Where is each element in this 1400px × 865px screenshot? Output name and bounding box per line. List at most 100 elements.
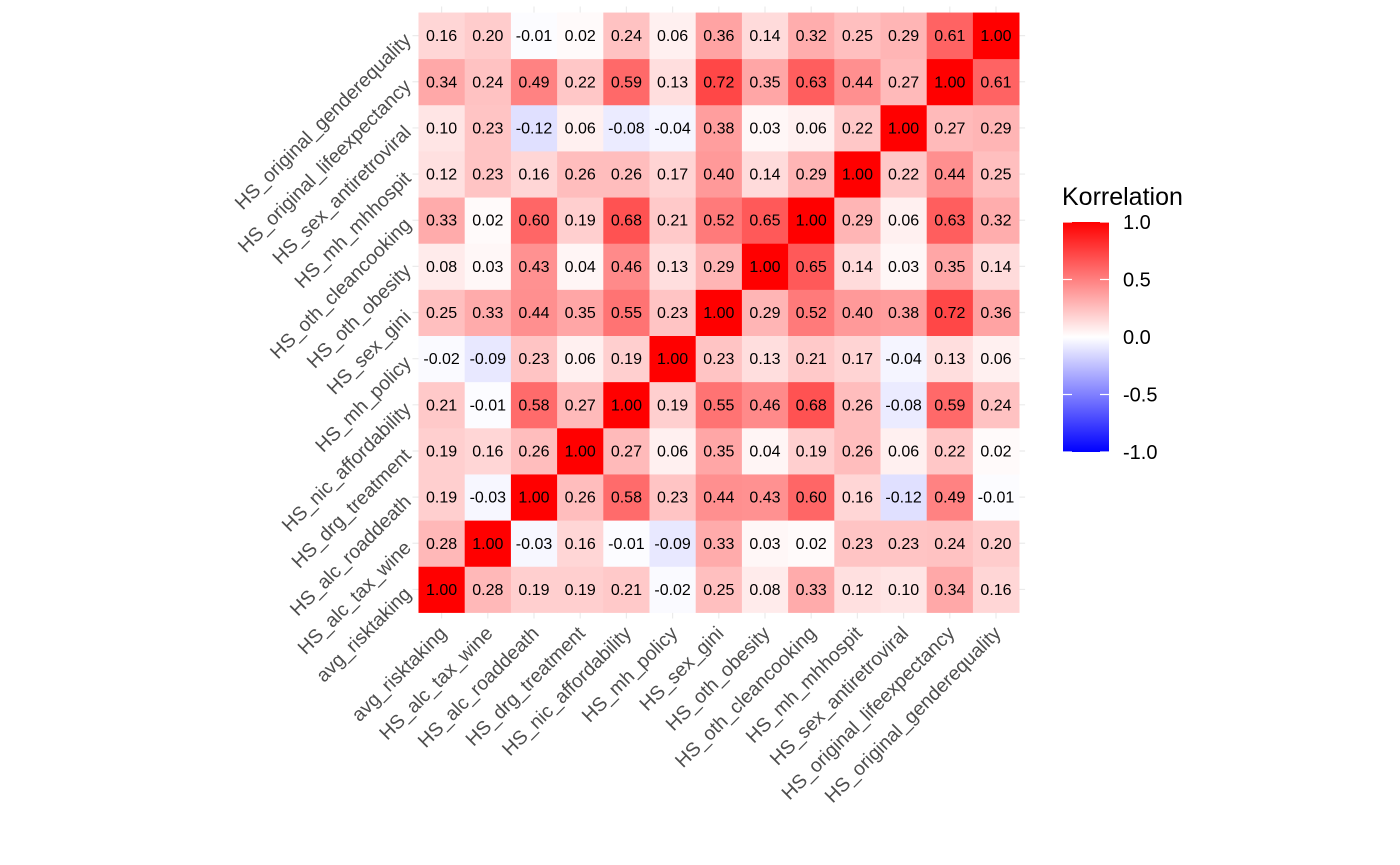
heatmap-cell-HS_original_lifeexpectancy-HS_mh_policy	[926, 335, 974, 383]
heatmap-cell-HS_oth_obesity-HS_oth_obesity	[741, 243, 789, 290]
cell-value-label: 0.17	[657, 167, 688, 184]
heatmap-cell-HS_alc_tax_wine-HS_sex_gini	[464, 289, 512, 336]
heatmap-cell-HS_original_genderequality-HS_mh_mhhospit	[972, 151, 1020, 198]
cell-value-label: 0.13	[934, 351, 965, 368]
heatmap-cell-HS_sex_antiretroviral-HS_oth_obesity	[880, 243, 928, 290]
cell-value-label: 0.27	[565, 397, 596, 414]
cell-value-label: -0.12	[885, 490, 922, 507]
cell-value-label: 0.06	[565, 351, 596, 368]
heatmap-cell-HS_original_lifeexpectancy-HS_original_genderequality	[926, 12, 974, 60]
cell-value-label: 0.46	[611, 259, 642, 276]
cell-value-labels: 1.00 0.28 0.19 0.19 0.21 -0.02 0.25 0.08 0.33 0.1…	[423, 28, 1014, 599]
cell-value-label: 0.21	[657, 213, 688, 230]
heatmap-cell-HS_alc_tax_wine-HS_drg_treatment	[464, 427, 512, 475]
heatmap-cell-HS_original_lifeexpectancy-HS_oth_obesity	[926, 243, 974, 290]
cell-value-label: 0.03	[749, 536, 780, 553]
cell-value-label: 0.21	[796, 351, 827, 368]
y-axis-tick-labels: avg_risktakingHS_alc_tax_wineHS_alc_road…	[231, 29, 416, 687]
cell-value-label: 0.29	[980, 120, 1011, 137]
heatmap-cell-HS_mh_policy-HS_oth_obesity	[649, 243, 697, 290]
heatmap-cell-HS_mh_policy-HS_sex_antiretroviral	[649, 104, 697, 152]
heatmap-cell-HS_drg_treatment-HS_oth_cleancooking	[557, 197, 604, 244]
cell-value-label: 0.58	[518, 397, 549, 414]
heatmap-cell-HS_oth_obesity-HS_sex_antiretroviral	[741, 104, 789, 152]
cell-value-label: 1.00	[518, 490, 549, 507]
cell-value-label: 1.00	[565, 443, 596, 460]
heatmap-cell-HS_drg_treatment-HS_nic_affordability	[557, 381, 604, 429]
heatmap-cell-HS_nic_affordability-HS_alc_roaddeath	[603, 474, 650, 521]
color-legend: Korrelation 1.0 0.5 0.0 -0.5 -1.0	[1062, 183, 1183, 464]
cell-value-label: -0.02	[423, 351, 460, 368]
heatmap-cell-HS_nic_affordability-HS_drg_treatment	[603, 427, 650, 475]
heatmap-cell-HS_oth_obesity-HS_sex_gini	[741, 289, 789, 336]
heatmap-cell-HS_oth_obesity-avg_risktaking	[741, 566, 789, 613]
heatmap-cell-HS_nic_affordability-HS_mh_policy	[603, 335, 650, 383]
heatmap-cell-HS_drg_treatment-HS_mh_mhhospit	[557, 151, 604, 198]
heatmap-cell-HS_original_lifeexpectancy-avg_risktaking	[926, 566, 974, 613]
cell-value-label: 0.44	[703, 490, 734, 507]
heatmap-cell-HS_alc_tax_wine-HS_original_lifeexpectancy	[464, 58, 512, 106]
cell-value-label: 0.03	[749, 120, 780, 137]
cell-value-label: -0.08	[885, 397, 922, 414]
cell-value-label: 0.19	[426, 490, 457, 507]
heatmap-cell-HS_drg_treatment-HS_drg_treatment	[557, 427, 604, 475]
heatmap-cell-HS_sex_antiretroviral-avg_risktaking	[880, 566, 928, 613]
heatmap-cell-HS_original_lifeexpectancy-HS_oth_cleancooking	[926, 197, 974, 244]
heatmap-cell-HS_mh_mhhospit-HS_oth_obesity	[834, 243, 881, 290]
heatmap-cell-avg_risktaking-HS_sex_gini	[418, 289, 466, 336]
heatmap-cell-avg_risktaking-HS_oth_cleancooking	[418, 197, 466, 244]
heatmap-cell-HS_nic_affordability-HS_alc_tax_wine	[603, 520, 650, 567]
cell-value-label: -0.12	[516, 120, 553, 137]
heatmap-cell-HS_oth_cleancooking-HS_drg_treatment	[788, 427, 835, 475]
cell-value-label: 0.23	[657, 305, 688, 322]
cell-value-label: 1.00	[934, 74, 965, 91]
cell-value-label: 0.16	[980, 582, 1011, 599]
heatmap-cell-HS_sex_antiretroviral-HS_drg_treatment	[880, 427, 928, 475]
heatmap-cell-avg_risktaking-HS_alc_roaddeath	[418, 474, 466, 521]
heatmap-cell-HS_alc_roaddeath-HS_nic_affordability	[510, 381, 558, 429]
heatmap-cell-HS_mh_mhhospit-HS_nic_affordability	[834, 381, 881, 429]
legend-ticks: 1.0 0.5 0.0 -0.5 -1.0	[1063, 212, 1157, 464]
cell-value-label: 0.46	[749, 397, 780, 414]
heatmap-cell-HS_alc_tax_wine-HS_oth_obesity	[464, 243, 512, 290]
heatmap-cell-avg_risktaking-HS_nic_affordability	[418, 381, 466, 429]
cell-value-label: 0.16	[565, 536, 596, 553]
heatmap-cell-HS_oth_obesity-HS_drg_treatment	[741, 427, 789, 475]
heatmap-cell-HS_oth_cleancooking-HS_sex_antiretroviral	[788, 104, 835, 152]
cell-value-label: 0.16	[518, 167, 549, 184]
heatmap-cell-HS_sex_gini-HS_nic_affordability	[695, 381, 743, 429]
cell-value-label: 0.34	[934, 582, 965, 599]
heatmap-cell-HS_oth_cleancooking-HS_alc_roaddeath	[788, 474, 835, 521]
heatmap-cell-HS_sex_antiretroviral-HS_oth_cleancooking	[880, 197, 928, 244]
heatmap-cell-HS_original_lifeexpectancy-HS_nic_affordability	[926, 381, 974, 429]
cell-value-label: 0.44	[934, 167, 965, 184]
heatmap-cell-HS_oth_obesity-HS_nic_affordability	[741, 381, 789, 429]
heatmap-cell-HS_original_genderequality-HS_original_genderequality	[972, 12, 1020, 60]
cell-value-label: 1.00	[888, 120, 919, 137]
cell-value-label: 0.33	[796, 582, 827, 599]
cell-value-label: 0.23	[518, 351, 549, 368]
cell-value-label: 0.21	[611, 582, 642, 599]
heatmap-cell-avg_risktaking-HS_mh_policy	[418, 335, 466, 383]
cell-value-label: 0.61	[980, 74, 1011, 91]
heatmap-cell-HS_alc_tax_wine-HS_mh_policy	[464, 335, 512, 383]
cell-value-label: 0.59	[611, 74, 642, 91]
heatmap-cell-avg_risktaking-HS_alc_tax_wine	[418, 520, 466, 567]
heatmap-cell-HS_mh_mhhospit-HS_oth_cleancooking	[834, 197, 881, 244]
cell-value-label: -0.01	[978, 490, 1015, 507]
heatmap-cell-HS_sex_antiretroviral-HS_mh_mhhospit	[880, 151, 928, 198]
heatmap-cell-HS_sex_gini-HS_drg_treatment	[695, 427, 743, 475]
heatmap-cell-HS_sex_gini-HS_oth_obesity	[695, 243, 743, 290]
cell-value-label: 0.35	[749, 74, 780, 91]
cell-value-label: 0.23	[842, 536, 873, 553]
heatmap-cell-HS_sex_gini-avg_risktaking	[695, 566, 743, 613]
heatmap-cell-HS_oth_cleancooking-HS_mh_mhhospit	[788, 151, 835, 198]
cell-value-label: 0.04	[565, 259, 596, 276]
heatmap-cell-HS_sex_gini-HS_alc_roaddeath	[695, 474, 743, 521]
heatmap-cell-HS_alc_roaddeath-HS_sex_gini	[510, 289, 558, 336]
heatmap-cell-HS_alc_roaddeath-HS_sex_antiretroviral	[510, 104, 558, 152]
cell-value-label: 0.35	[565, 305, 596, 322]
cell-value-label: 0.19	[657, 397, 688, 414]
heatmap-cell-HS_alc_tax_wine-HS_alc_roaddeath	[464, 474, 512, 521]
heatmap-cell-HS_sex_gini-HS_sex_antiretroviral	[695, 104, 743, 152]
